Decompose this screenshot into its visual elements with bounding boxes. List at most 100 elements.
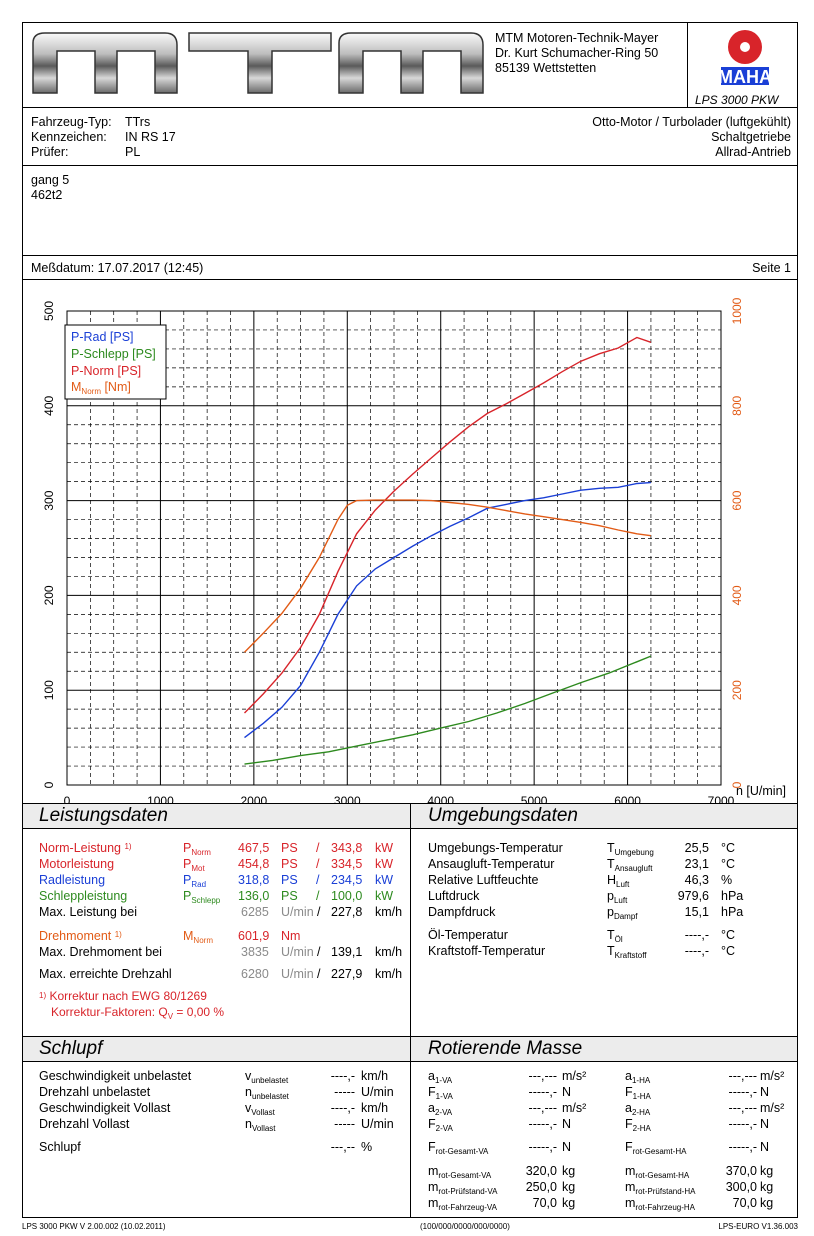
umgebung-symbol: TAnsaugluft	[607, 857, 653, 873]
plate-label: Kennzeichen:	[31, 130, 107, 144]
power-chart: 0 1000 2000 3000 4000 5000 6000 700001002003004…	[42, 297, 744, 803]
tester-label: Prüfer:	[31, 145, 69, 159]
leistung-unit-kw: kW	[375, 889, 394, 903]
schlupf-unit: U/min	[361, 1085, 394, 1099]
maha-model: LPS 3000 PKW	[695, 93, 779, 107]
leistung-unit-ps: PS	[281, 841, 298, 855]
leistung-label: Norm-Leistung 1)	[39, 841, 132, 855]
rot-ha-symbol: a2-HA	[625, 1101, 651, 1117]
rot-ha-value: -----,-	[728, 1117, 757, 1131]
y-left-tick-label: 100	[42, 680, 56, 700]
max-torque-sep: /	[317, 945, 321, 959]
schlupf-label: Drehzahl Vollast	[39, 1117, 130, 1131]
leistung-label: Schleppleistung	[39, 889, 128, 903]
footer-right: LPS-EURO V1.36.003	[718, 1222, 798, 1231]
x-tick-label: 3000	[334, 794, 361, 803]
rot-va-unit: kg	[562, 1196, 576, 1210]
umgebung-unit: hPa	[721, 905, 744, 919]
torque-symbol: MNorm	[183, 929, 213, 945]
column-divider	[410, 804, 411, 1036]
leistung-sep: /	[316, 873, 320, 887]
leistung-symbol: PMot	[183, 857, 205, 873]
y-right-tick-label: 1000	[730, 297, 744, 324]
footer-left: LPS 3000 PKW V 2.00.002 (10.02.2011)	[22, 1222, 166, 1231]
schlupf-value: ----,-	[330, 1101, 355, 1115]
leistung-unit-kw: kW	[375, 873, 394, 887]
gearbox-type: Schaltgetriebe	[711, 130, 791, 144]
rot-va-symbol: a2-VA	[428, 1101, 453, 1117]
torque-unit: Nm	[281, 929, 301, 943]
rot-ha-value: -----,-	[728, 1085, 757, 1099]
tester-value: PL	[125, 145, 141, 159]
schlupf-symbol: nVollast	[245, 1117, 276, 1133]
schlupf-symbol: vunbelastet	[245, 1069, 289, 1085]
rot-ha-unit: kg	[760, 1196, 774, 1210]
max-power-speed-unit: km/h	[375, 905, 403, 919]
chart-series	[244, 336, 652, 765]
vehicle-type-value: TTrs	[125, 115, 151, 129]
page-number: Seite 1	[752, 261, 791, 275]
umgebung-label: Relative Luftfeuchte	[428, 873, 539, 887]
rot-va-unit: N	[562, 1117, 572, 1131]
rot-ha-value: 370,0	[725, 1164, 757, 1178]
umgebung-symbol: TÖl	[607, 928, 623, 944]
rot-ha-unit: m/s²	[760, 1101, 785, 1115]
y-left-tick-label: 200	[42, 585, 56, 605]
rot-va-symbol: mrot-Prüfstand-VA	[428, 1180, 498, 1196]
divider	[23, 255, 797, 256]
rot-ha-symbol: a1-HA	[625, 1069, 651, 1085]
leistung-symbol: PNorm	[183, 841, 211, 857]
p-rad-line	[244, 481, 651, 739]
max-rpm-speed-unit: km/h	[375, 967, 403, 981]
y-left-tick-label: 0	[42, 781, 56, 788]
umgebung-value: ----,-	[684, 928, 709, 942]
max-power-rpm-unit: U/min	[281, 905, 314, 919]
leistung-value-ps: 318,8	[238, 873, 270, 887]
y-right-tick-label: 200	[730, 680, 744, 700]
schlupf-value: ---,--	[330, 1140, 355, 1154]
torque-label: Drehmoment 1)	[39, 929, 122, 943]
schlupf-unit: km/h	[361, 1069, 389, 1083]
umgebung-unit: °C	[721, 857, 736, 871]
p-norm-line	[244, 336, 652, 714]
rot-ha-value: 70,0	[732, 1196, 757, 1210]
legend-p-schlepp: P-Schlepp [PS]	[71, 347, 156, 361]
rot-va-value: ---,---	[528, 1069, 557, 1083]
y-left-tick-label: 400	[42, 395, 56, 415]
rot-ha-symbol: mrot-Prüfstand-HA	[625, 1180, 696, 1196]
max-torque-speed: 139,1	[331, 945, 363, 959]
umgebung-unit: °C	[721, 944, 736, 958]
rot-ha-unit: kg	[760, 1164, 774, 1178]
schlupf-value: -----	[334, 1085, 355, 1099]
chart-ticks: 0 1000 2000 3000 4000 5000 6000 700001002003004…	[42, 297, 744, 803]
m-norm-line	[244, 499, 651, 653]
x-tick-label: 0	[64, 794, 71, 803]
schlupf-symbol: vVollast	[245, 1101, 275, 1117]
rot-ha-unit: N	[760, 1117, 770, 1131]
umgebung-label: Luftdruck	[428, 889, 480, 903]
plot-border	[66, 310, 722, 786]
umgebung-label: Öl-Temperatur	[428, 928, 508, 942]
max-power-sep: /	[317, 905, 321, 919]
rot-va-value: ---,---	[528, 1101, 557, 1115]
leistung-unit-ps: PS	[281, 873, 298, 887]
umgebung-label: Dampfdruck	[428, 905, 496, 919]
leistung-unit-kw: kW	[375, 841, 394, 855]
rot-va-symbol: a1-VA	[428, 1069, 453, 1085]
schlupf-value: ----,-	[330, 1069, 355, 1083]
rot-ha-unit: N	[760, 1085, 770, 1099]
max-torque-rpm-unit: U/min	[281, 945, 314, 959]
rot-ha-unit: N	[760, 1140, 770, 1154]
schlupf-unit: %	[361, 1140, 373, 1154]
drive-type: Allrad-Antrieb	[715, 145, 791, 159]
company-street: Dr. Kurt Schumacher-Ring 50	[495, 46, 659, 60]
rot-ha-symbol: Frot-Gesamt-HA	[625, 1140, 687, 1156]
umgebung-value: 23,1	[684, 857, 709, 871]
correction-factor: Korrektur-Faktoren: QV = 0,00 %	[51, 1005, 225, 1021]
leistung-value-kw: 234,5	[331, 873, 363, 887]
rot-va-unit: kg	[562, 1180, 576, 1194]
rot-va-unit: N	[562, 1140, 572, 1154]
umgebung-symbol: TKraftstoff	[607, 944, 647, 960]
rot-ha-symbol: F2-HA	[625, 1117, 651, 1133]
leistung-unit-kw: kW	[375, 857, 394, 871]
